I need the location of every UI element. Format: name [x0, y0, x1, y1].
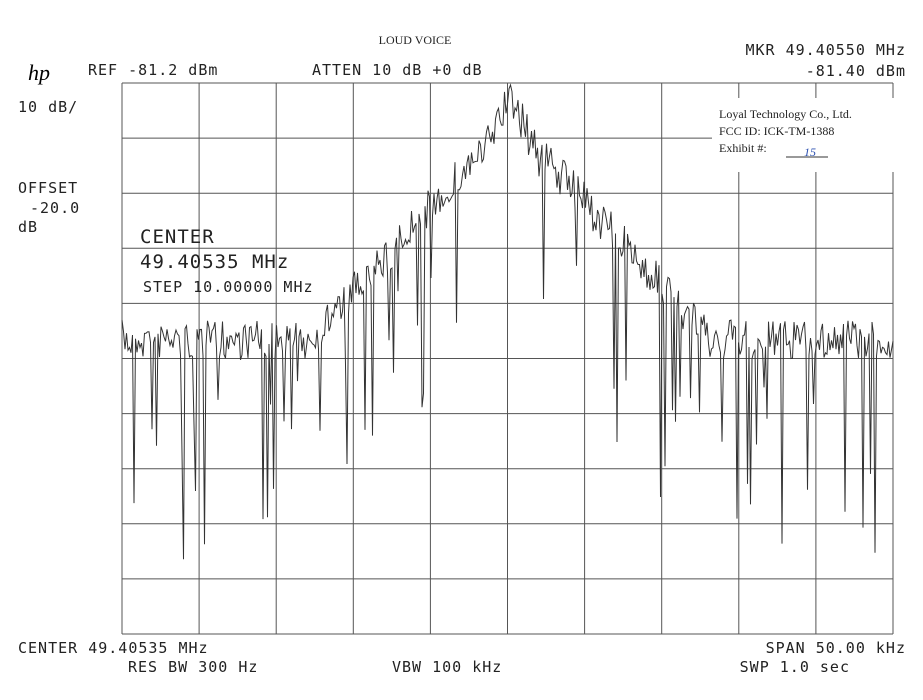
company: Loyal Technology Co., Ltd.: [719, 107, 852, 121]
stamp-box: [712, 98, 897, 172]
offset-unit: dB: [18, 218, 38, 236]
trace: [121, 83, 894, 560]
vbw: VBW 100 kHz: [392, 658, 502, 676]
offset-label: OFFSET: [18, 179, 78, 197]
logo: hp: [28, 60, 50, 85]
sweep: SWP 1.0 sec: [740, 658, 850, 676]
step: STEP 10.00000 MHz: [143, 278, 314, 296]
exhibit-number: 15: [804, 145, 816, 159]
marker-level: -81.40 dBm: [806, 62, 906, 80]
center-label: CENTER: [140, 226, 215, 248]
ref-level: REF -81.2 dBm: [88, 61, 218, 79]
scale: 10 dB/: [18, 98, 78, 116]
res-bw: RES BW 300 Hz: [128, 658, 258, 676]
exhibit-label: Exhibit #:: [719, 141, 767, 155]
fcc-id: FCC ID: ICK-TM-1388: [719, 124, 834, 138]
footer-center: CENTER 49.40535 MHz: [18, 639, 209, 657]
offset-value: -20.0: [30, 199, 80, 217]
attenuation: ATTEN 10 dB +0 dB: [312, 61, 483, 79]
graticule: [121, 82, 894, 635]
center-frequency: 49.40535 MHz: [140, 251, 289, 273]
marker-frequency: MKR 49.40550 MHz: [746, 41, 907, 59]
span: SPAN 50.00 kHz: [766, 639, 906, 657]
note: LOUD VOICE: [379, 33, 452, 47]
